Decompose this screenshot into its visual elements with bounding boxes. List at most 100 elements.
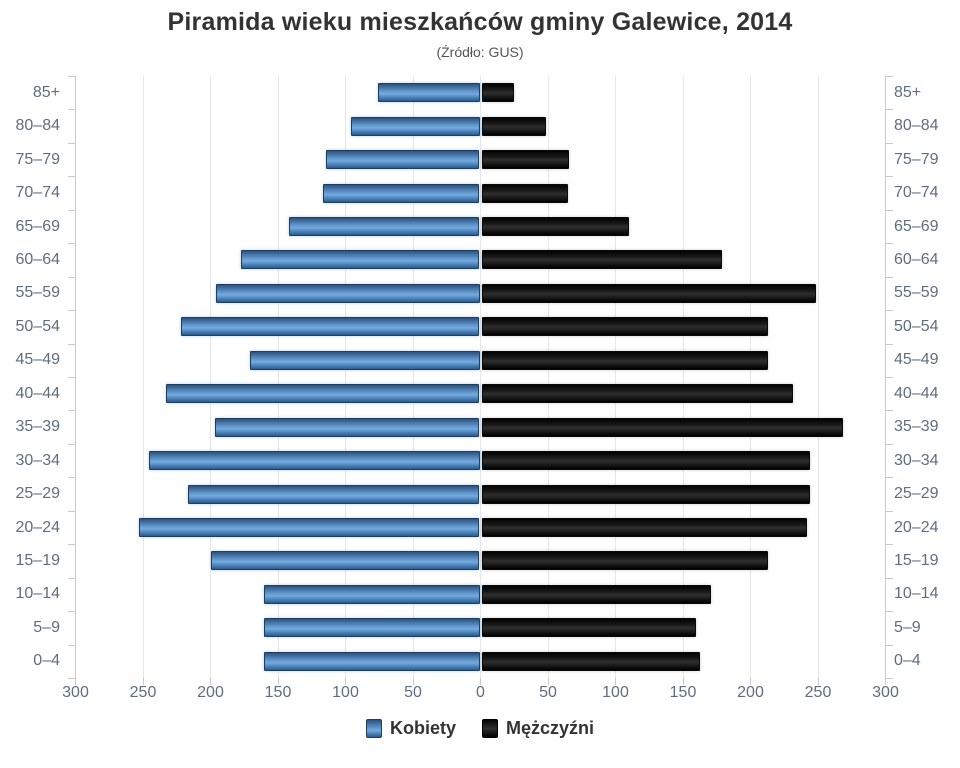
bar-kobiety-0–4 [263, 651, 480, 671]
x-axis-tick [615, 678, 616, 685]
y-axis-tick-left [68, 176, 75, 177]
y-axis-tick-right [886, 277, 893, 278]
age-label-left-15–19: 15–19 [15, 551, 61, 569]
y-axis-tick-left [68, 109, 75, 110]
y-axis-line [885, 76, 886, 678]
age-label-right-50–54: 50–54 [894, 317, 939, 335]
y-axis-tick-right [886, 143, 893, 144]
age-label-right-60–64: 60–64 [894, 250, 939, 268]
y-axis-tick-right [886, 243, 893, 244]
x-axis-tick-label: 250 [129, 684, 157, 701]
x-axis-tick-label: 300 [62, 684, 89, 701]
age-label-left-65–69: 65–69 [15, 217, 61, 235]
age-label-right-35–39: 35–39 [894, 418, 939, 436]
y-axis-tick-right [886, 611, 893, 612]
y-axis-labels-right: 85+ 80–84 75–79 70–74 65–69 60–64 55–59 50–54 45… [894, 76, 960, 678]
y-axis-line [75, 76, 76, 678]
age-label-right-45–49: 45–49 [894, 351, 939, 369]
bar-kobiety-20–24 [139, 518, 480, 537]
y-axis-tick-right [886, 410, 893, 411]
bar-mezczyzni-60–64 [481, 250, 722, 270]
age-label-right-5–9: 5–9 [894, 618, 921, 636]
bar-kobiety-40–44 [166, 384, 480, 404]
y-axis-tick-right [886, 678, 893, 679]
y-axis-tick-left [68, 544, 75, 545]
x-axis-tick [142, 678, 144, 685]
x-axis-tick [817, 678, 819, 685]
legend-item-mezczyzni[interactable]: Mężczyźni [481, 718, 594, 739]
age-label-left-10–14: 10–14 [15, 585, 61, 603]
x-axis-tick-label: 0 [476, 684, 485, 701]
age-label-right-85+: 85+ [894, 83, 922, 101]
y-axis-labels-left: 85+ 80–84 75–79 70–74 65–69 60–64 55–59 50–54 45… [0, 76, 62, 678]
bar-mezczyzni-5–9 [481, 618, 697, 638]
age-label-left-75–79: 75–79 [15, 150, 61, 168]
bar-kobiety-50–54 [181, 317, 480, 337]
bar-mezczyzni-0–4 [481, 651, 701, 671]
bar-mezczyzni-50–54 [481, 317, 768, 337]
bar-kobiety-35–39 [214, 417, 480, 437]
y-axis-tick-right [886, 544, 893, 545]
bar-kobiety-65–69 [289, 217, 480, 236]
age-label-left-85+: 85+ [32, 83, 60, 101]
age-label-left-0–4: 0–4 [33, 652, 60, 670]
age-label-left-55–59: 55–59 [15, 284, 61, 302]
x-axis-tick [345, 678, 346, 685]
bar-mezczyzni-30–34 [481, 451, 810, 471]
y-axis-tick-right [886, 344, 893, 345]
bar-mezczyzni-85+ [481, 83, 514, 103]
age-label-left-40–44: 40–44 [15, 384, 61, 402]
y-axis-tick-left [68, 277, 75, 278]
legend: Kobiety Mężczyźni [0, 718, 960, 739]
x-axis-tick-label: 300 [872, 684, 899, 701]
x-axis-tick-label: 200 [737, 684, 764, 701]
age-label-right-75–79: 75–79 [894, 150, 939, 168]
x-axis-tick [75, 678, 76, 685]
legend-swatch-mezczyzni-icon [481, 719, 498, 738]
x-axis-tick [885, 678, 886, 685]
y-axis-tick-right [886, 645, 893, 646]
x-axis-tick [277, 678, 279, 685]
age-label-left-60–64: 60–64 [15, 250, 61, 268]
y-axis-tick-right [886, 477, 893, 478]
y-axis-tick-right [886, 210, 893, 211]
bar-mezczyzni-10–14 [481, 584, 711, 604]
chart-title: Piramida wieku mieszkańców gminy Galewic… [167, 8, 793, 36]
bar-kobiety-15–19 [210, 551, 480, 571]
age-label-right-55–59: 55–59 [894, 284, 939, 302]
age-label-left-70–74: 70–74 [15, 184, 61, 202]
y-axis-tick-left [68, 377, 75, 378]
gridline [210, 76, 211, 678]
bar-mezczyzni-15–19 [481, 551, 768, 571]
y-axis-tick-right [886, 444, 893, 445]
bar-mezczyzni-35–39 [481, 417, 844, 437]
y-axis-tick-right [886, 377, 893, 378]
x-axis-tick [210, 678, 211, 685]
gridline [682, 76, 684, 678]
x-axis-tick-label: 50 [404, 684, 422, 701]
age-label-right-65–69: 65–69 [894, 217, 939, 235]
y-axis-tick-left [68, 143, 75, 144]
bar-mezczyzni-70–74 [481, 183, 568, 203]
gridline [615, 76, 616, 678]
age-label-right-40–44: 40–44 [894, 384, 939, 402]
bar-kobiety-25–29 [187, 484, 480, 504]
y-axis-tick-left [68, 410, 75, 411]
y-axis-tick-left [68, 578, 75, 579]
legend-item-kobiety[interactable]: Kobiety [365, 718, 456, 739]
bar-kobiety-55–59 [216, 283, 480, 303]
age-label-right-0–4: 0–4 [894, 652, 921, 670]
gridline [412, 76, 414, 678]
age-label-left-30–34: 30–34 [15, 451, 61, 469]
gridline [345, 76, 346, 678]
y-axis-tick-left [68, 444, 75, 445]
bar-kobiety-5–9 [263, 618, 480, 638]
y-axis-tick-left [68, 611, 75, 612]
y-axis-tick-left [68, 76, 75, 77]
x-axis-tick [750, 678, 751, 685]
x-axis-tick [682, 678, 684, 685]
x-axis-tick-label: 50 [539, 684, 557, 701]
bar-mezczyzni-45–49 [481, 350, 768, 370]
bar-kobiety-60–64 [240, 250, 480, 270]
